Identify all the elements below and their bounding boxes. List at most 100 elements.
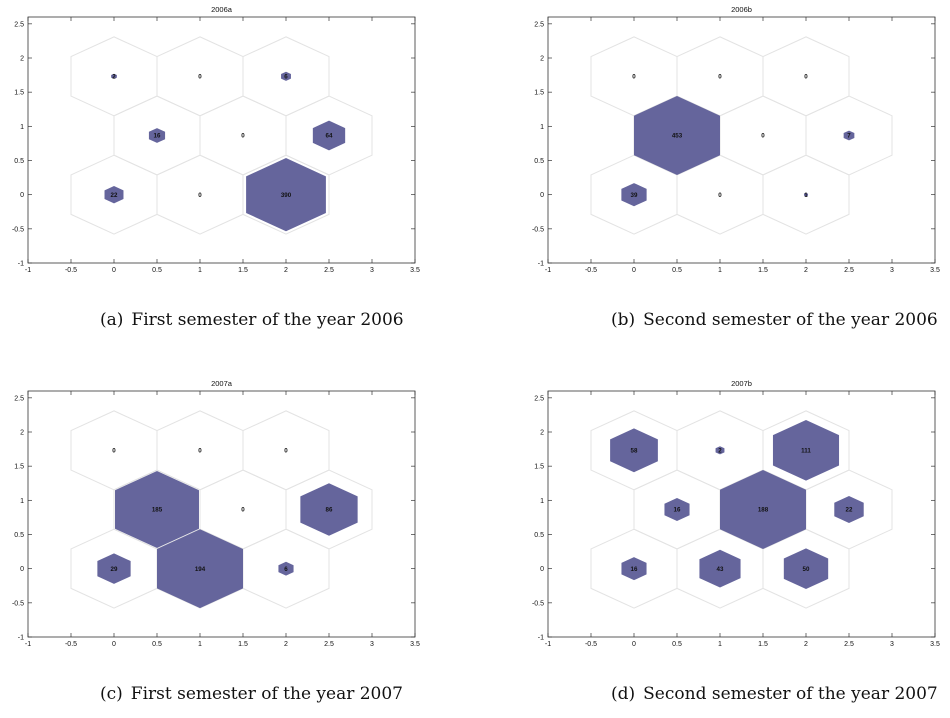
hex-cell-count: 0	[198, 192, 202, 199]
y-tick-label: 0	[20, 192, 24, 199]
y-tick-label: 0	[20, 566, 24, 573]
y-tick-label: 1.5	[534, 90, 544, 97]
x-tick-label: 1.5	[238, 641, 248, 648]
caption-b: (b) Second semester of the year 2006	[611, 310, 938, 330]
x-tick-label: -1	[545, 641, 551, 648]
x-tick-label: -0.5	[585, 641, 597, 648]
caption-label: (d)	[611, 684, 636, 704]
plot-frame	[27, 390, 416, 638]
hex-cell-count: 0	[718, 192, 722, 199]
chart-2007a: 2007a -1 -0.5 0 0.5 1 1.5 2 2.5 3 3.5 -1 -0.5 0 0.5 1 1.…	[12, 379, 420, 648]
chart-title: 2006b	[731, 5, 752, 14]
x-tick-label: -0.5	[585, 267, 597, 274]
chart-2006b: 2006b -1 -0.5 0 0.5 1 1.5 2 2.5 3 3.5 -1 -0.5 0 0.5 1 1.…	[532, 5, 940, 274]
y-tick-label: -0.5	[532, 226, 544, 233]
hex-cell-fill	[843, 130, 855, 141]
hex-cell-fill	[312, 120, 346, 151]
y-tick-label: -1	[18, 261, 24, 268]
hex-cell-fill	[634, 96, 720, 175]
chart-panel-a: 2006a -1 -0.5 0 0.5 1 1.5 2 2.5 3 3.5 -1 -0.5 0 0.5 1 1.…	[0, 0, 430, 300]
x-tick-label: -0.5	[65, 267, 77, 274]
hex-cell-fill	[104, 185, 124, 204]
x-tick-label: 0	[112, 641, 116, 648]
x-tick-label: 3.5	[410, 641, 420, 648]
caption-label: (b)	[611, 310, 636, 330]
x-tick-label: -1	[25, 267, 31, 274]
hex-cell-fill	[720, 470, 806, 549]
hex-cell-fill	[621, 183, 647, 207]
y-tick-label: 2	[20, 56, 24, 63]
hex-cell-fill	[148, 128, 166, 143]
x-tick-label: 3.5	[930, 267, 940, 274]
y-tick-label: 2.5	[14, 395, 24, 402]
plot-frame	[547, 16, 936, 264]
chart-title: 2007b	[731, 379, 752, 388]
x-tick-label: 2.5	[844, 641, 854, 648]
x-tick-label: -1	[25, 641, 31, 648]
hex-cell-count: 0	[761, 133, 765, 140]
hex-cell-fill	[111, 73, 117, 79]
x-tick-label: 2.5	[324, 641, 334, 648]
hex-cell-count: 0	[198, 448, 202, 455]
hex-cell-count: 0	[241, 507, 245, 514]
hex-cell-count: 50	[803, 566, 810, 573]
hex-cell-count: 0	[198, 74, 202, 81]
y-tick-label: 1.5	[14, 90, 24, 97]
plot-frame	[27, 16, 416, 264]
x-tick-label: 1.5	[238, 267, 248, 274]
y-tick-label: 0.5	[14, 532, 24, 539]
hex-cell-count: 29	[111, 566, 118, 573]
hex-cell-count: 0	[112, 448, 116, 455]
hex-cell-fill	[610, 428, 658, 473]
x-tick-label: 3	[890, 267, 894, 274]
hex-cell-fill	[97, 553, 131, 584]
x-tick-label: 1	[198, 641, 202, 648]
x-tick-label: 3.5	[410, 267, 420, 274]
hex-cell-count: 16	[154, 133, 161, 140]
hex-cell-fill	[621, 557, 647, 581]
y-tick-label: -1	[538, 635, 544, 642]
caption-a: (a) First semester of the year 2006	[100, 310, 404, 330]
y-tick-label: -0.5	[12, 226, 24, 233]
x-tick-label: 2	[804, 267, 808, 274]
hex-cell-count: 16	[631, 566, 638, 573]
hex-cell-count: 0	[632, 74, 636, 81]
y-tick-label: 2	[540, 430, 544, 437]
x-tick-label: -0.5	[65, 641, 77, 648]
chart-2006a: 2006a -1 -0.5 0 0.5 1 1.5 2 2.5 3 3.5 -1 -0.5 0 0.5 1 1.…	[12, 5, 420, 274]
y-tick-label: 1	[540, 498, 544, 505]
x-tick-label: 1	[718, 641, 722, 648]
hex-cell-count: 0	[718, 74, 722, 81]
hex-cell-count: 0	[804, 74, 808, 81]
x-tick-label: 0	[632, 641, 636, 648]
hex-cell-fill	[278, 561, 294, 576]
caption-c: (c) First semester of the year 2007	[100, 684, 403, 704]
hex-cell-count: 453	[672, 133, 683, 140]
hex-cell-count: 2	[718, 448, 722, 455]
hex-cell-fill	[803, 192, 809, 197]
hex-cell-fill	[664, 497, 690, 521]
hex-cell-count: 86	[326, 507, 333, 514]
x-tick-label: 0	[632, 267, 636, 274]
y-tick-label: 1	[540, 124, 544, 131]
caption-text: Second semester of the year 2007	[643, 684, 938, 704]
x-tick-label: 1.5	[758, 641, 768, 648]
y-tick-label: 1.5	[534, 464, 544, 471]
hex-cell-count: 390	[281, 192, 292, 199]
hex-cell-count: 111	[801, 448, 811, 455]
x-tick-label: 3	[890, 641, 894, 648]
caption-d: (d) Second semester of the year 2007	[611, 684, 938, 704]
y-tick-label: 0.5	[534, 158, 544, 165]
hex-cell-count: 6	[284, 74, 288, 81]
x-tick-label: -1	[545, 267, 551, 274]
hex-cell-count: 16	[674, 507, 681, 514]
chart-title: 2006a	[211, 5, 233, 14]
y-tick-label: 2	[20, 430, 24, 437]
hex-cell-count: 64	[326, 133, 333, 140]
x-tick-label: 2	[284, 641, 288, 648]
y-tick-label: 0.5	[14, 158, 24, 165]
hex-cell-count: 2	[112, 74, 116, 81]
x-tick-label: 3	[370, 641, 374, 648]
hex-cell-count: 22	[111, 192, 118, 199]
hex-cell-fill	[157, 529, 243, 609]
